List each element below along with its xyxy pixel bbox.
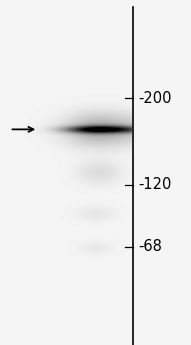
Text: -120: -120	[138, 177, 172, 192]
Text: -68: -68	[138, 239, 162, 254]
Text: -200: -200	[138, 91, 172, 106]
